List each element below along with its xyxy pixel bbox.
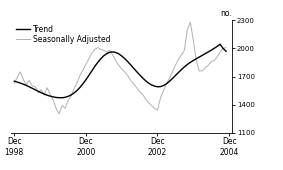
Legend: Trend, Seasonally Adjusted: Trend, Seasonally Adjusted xyxy=(15,24,111,45)
Text: no.: no. xyxy=(220,9,232,18)
